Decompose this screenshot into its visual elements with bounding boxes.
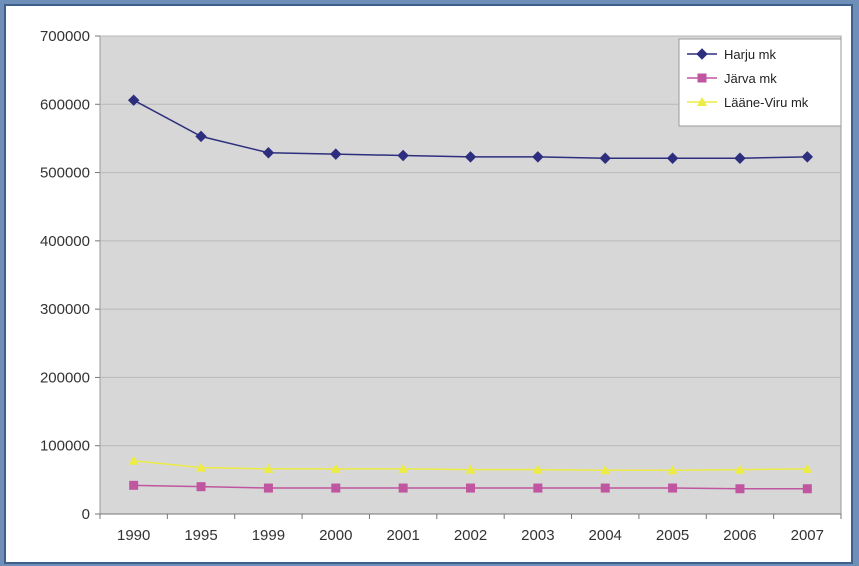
data-point-harju-mk [734, 152, 746, 164]
data-point-harju-mk [127, 94, 140, 106]
data-point-l-ne-viru-mk [802, 463, 813, 473]
x-tick-label: 2004 [589, 527, 622, 544]
data-point-harju-mk [262, 147, 275, 159]
data-point-l-ne-viru-mk [532, 464, 543, 474]
data-point-harju-mk [801, 151, 814, 163]
x-tick-label: 2000 [319, 527, 352, 544]
data-point-harju-mk [397, 149, 409, 162]
line-chart: 0 100000 200000 300000 400000 500000 600000 700… [40, 28, 842, 544]
legend-label-harju-mk: Harju mk [724, 47, 777, 62]
data-point-l-ne-viru-mk [734, 464, 745, 474]
y-tick-label: 600000 [40, 96, 90, 113]
x-tick-label: 2003 [521, 527, 554, 544]
y-tick-label: 200000 [40, 369, 90, 386]
x-tick-label: 2001 [386, 527, 419, 544]
data-point-j-rva-mk [600, 483, 610, 493]
data-point-l-ne-viru-mk [398, 463, 409, 473]
data-point-harju-mk [532, 151, 544, 163]
legend-marker [697, 97, 707, 106]
data-point-l-ne-viru-mk [263, 463, 274, 473]
x-tick-label: 2005 [656, 527, 689, 544]
legend-marker [697, 73, 707, 83]
y-tick-label: 500000 [40, 165, 90, 182]
legend-label-l-ne-viru-mk: Lääne-Viru mk [724, 95, 809, 110]
data-point-l-ne-viru-mk [667, 465, 678, 475]
x-tick-label: 1995 [184, 527, 217, 544]
legend-label-j-rva-mk: Järva mk [724, 71, 777, 86]
y-tick-label: 700000 [40, 28, 90, 45]
x-tick-label: 2002 [454, 527, 487, 544]
legend: Harju mk Järva mk Lääne-Viru mk [678, 38, 842, 127]
data-point-harju-mk [195, 130, 207, 143]
x-tick-label: 1999 [252, 527, 285, 544]
y-tick-label: 100000 [40, 438, 90, 455]
x-tick-label: 2007 [791, 527, 824, 544]
y-tick-label: 300000 [40, 301, 90, 318]
data-point-l-ne-viru-mk [330, 463, 341, 473]
data-point-j-rva-mk [129, 480, 139, 490]
data-point-l-ne-viru-mk [465, 464, 476, 474]
y-tick-label: 400000 [40, 233, 90, 250]
data-point-j-rva-mk [802, 484, 812, 494]
legend-marker [696, 48, 708, 60]
data-point-j-rva-mk [196, 482, 206, 492]
data-point-j-rva-mk [668, 483, 678, 493]
data-point-j-rva-mk [263, 483, 273, 493]
data-point-harju-mk [330, 148, 342, 160]
data-point-j-rva-mk [331, 483, 341, 493]
x-tick-label: 1990 [117, 527, 150, 544]
data-point-l-ne-viru-mk [196, 462, 207, 472]
chart-frame: 0 100000 200000 300000 400000 500000 600000 700… [4, 4, 853, 564]
data-point-harju-mk [599, 152, 611, 164]
data-point-j-rva-mk [466, 483, 475, 493]
data-point-l-ne-viru-mk [600, 465, 611, 475]
data-point-j-rva-mk [398, 483, 408, 493]
data-point-l-ne-viru-mk [128, 455, 139, 465]
y-tick-label: 0 [82, 506, 90, 523]
data-point-harju-mk [666, 152, 679, 164]
data-point-j-rva-mk [735, 484, 745, 494]
x-tick-label: 2006 [723, 527, 756, 544]
data-point-j-rva-mk [533, 483, 543, 493]
data-point-harju-mk [464, 151, 477, 163]
